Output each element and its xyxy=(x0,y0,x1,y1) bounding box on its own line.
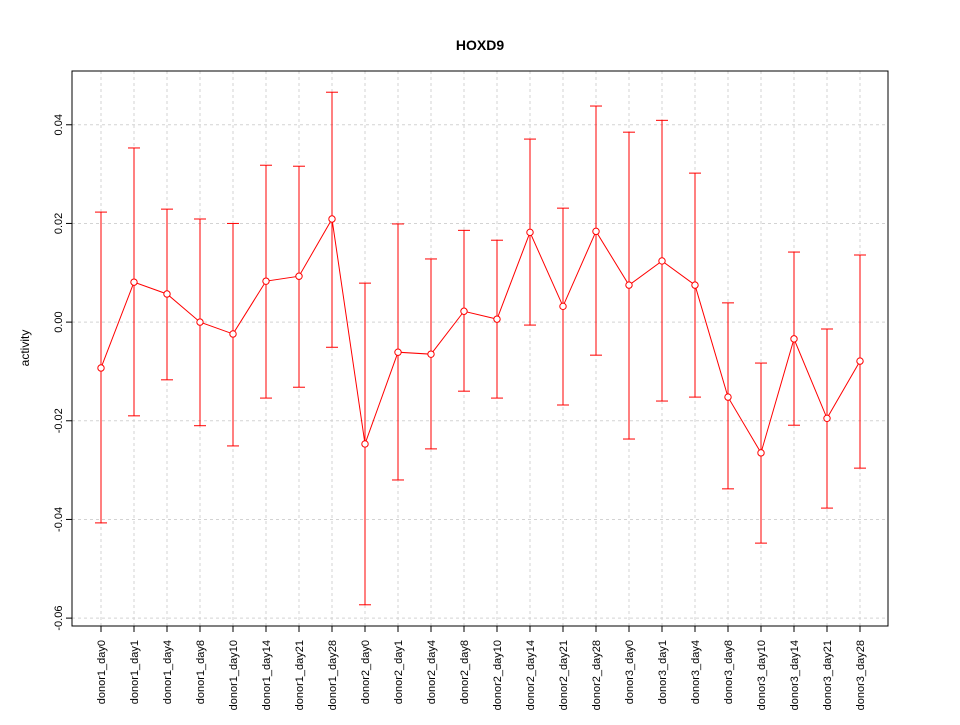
y-tick-label: 0.04 xyxy=(53,114,65,135)
data-point xyxy=(295,272,303,280)
x-tick-label: donor2_day10 xyxy=(492,640,504,710)
y-tick-label: -0.06 xyxy=(53,606,65,631)
data-point xyxy=(130,278,138,286)
data-point xyxy=(361,440,369,448)
x-tick-label: donor1_day1 xyxy=(129,640,141,704)
y-axis-label: activity xyxy=(18,330,32,367)
data-point xyxy=(856,357,864,365)
x-tick-label: donor2_day8 xyxy=(459,640,471,704)
data-point xyxy=(328,215,336,223)
x-tick-label: donor3_day0 xyxy=(624,640,636,704)
axes: -0.06 -0.04 -0.02 0.00 0.02 0.04 donor1_day0 do… xyxy=(53,114,867,710)
x-tick-label: donor3_day10 xyxy=(756,640,768,710)
x-tick-label: donor3_day8 xyxy=(723,640,735,704)
x-tick-label: donor2_day1 xyxy=(393,640,405,704)
data-point xyxy=(790,335,798,343)
x-tick-label: donor1_day0 xyxy=(96,640,108,704)
x-tick-label: donor1_day28 xyxy=(327,640,339,710)
data-point xyxy=(163,290,171,298)
x-tick-label: donor3_day28 xyxy=(855,640,867,710)
x-tick-label: donor2_day28 xyxy=(591,640,603,710)
data-point xyxy=(724,393,732,401)
data-point xyxy=(592,227,600,236)
data-point xyxy=(427,350,435,358)
data-point xyxy=(625,281,633,289)
x-tick-label: donor2_day4 xyxy=(426,640,438,704)
marks xyxy=(95,91,866,606)
x-tick-label: donor1_day14 xyxy=(261,640,273,710)
x-tick-label: donor1_day8 xyxy=(195,640,207,704)
y-tick-label: 0.02 xyxy=(53,213,65,234)
data-point xyxy=(460,307,468,315)
data-point xyxy=(394,348,402,356)
series-line xyxy=(100,217,861,455)
data-point xyxy=(493,315,501,323)
data-point xyxy=(757,449,765,457)
data-point xyxy=(691,281,699,289)
x-tick-label: donor3_day4 xyxy=(690,640,702,704)
x-tick-label: donor1_day4 xyxy=(162,640,174,704)
x-tick-label: donor2_day0 xyxy=(360,640,372,704)
chart-title: HOXD9 xyxy=(456,37,504,53)
x-tick-label: donor2_day21 xyxy=(558,640,570,710)
x-tick-label: donor3_day1 xyxy=(657,640,669,704)
data-point xyxy=(658,257,666,265)
y-tick-label: -0.02 xyxy=(53,408,65,433)
data-point xyxy=(526,228,534,237)
y-tick-label: -0.04 xyxy=(53,507,65,532)
y-tick-label: 0.00 xyxy=(53,311,65,332)
data-point xyxy=(262,277,270,285)
data-point xyxy=(823,414,831,423)
data-point xyxy=(196,318,204,326)
x-tick-label: donor1_day21 xyxy=(294,640,306,710)
x-tick-label: donor3_day21 xyxy=(822,640,834,710)
data-point xyxy=(229,330,237,338)
data-point xyxy=(559,302,567,311)
x-tick-label: donor3_day14 xyxy=(789,640,801,710)
x-tick-label: donor2_day14 xyxy=(525,640,537,710)
x-tick-label: donor1_day10 xyxy=(228,640,240,710)
data-point xyxy=(97,364,105,372)
